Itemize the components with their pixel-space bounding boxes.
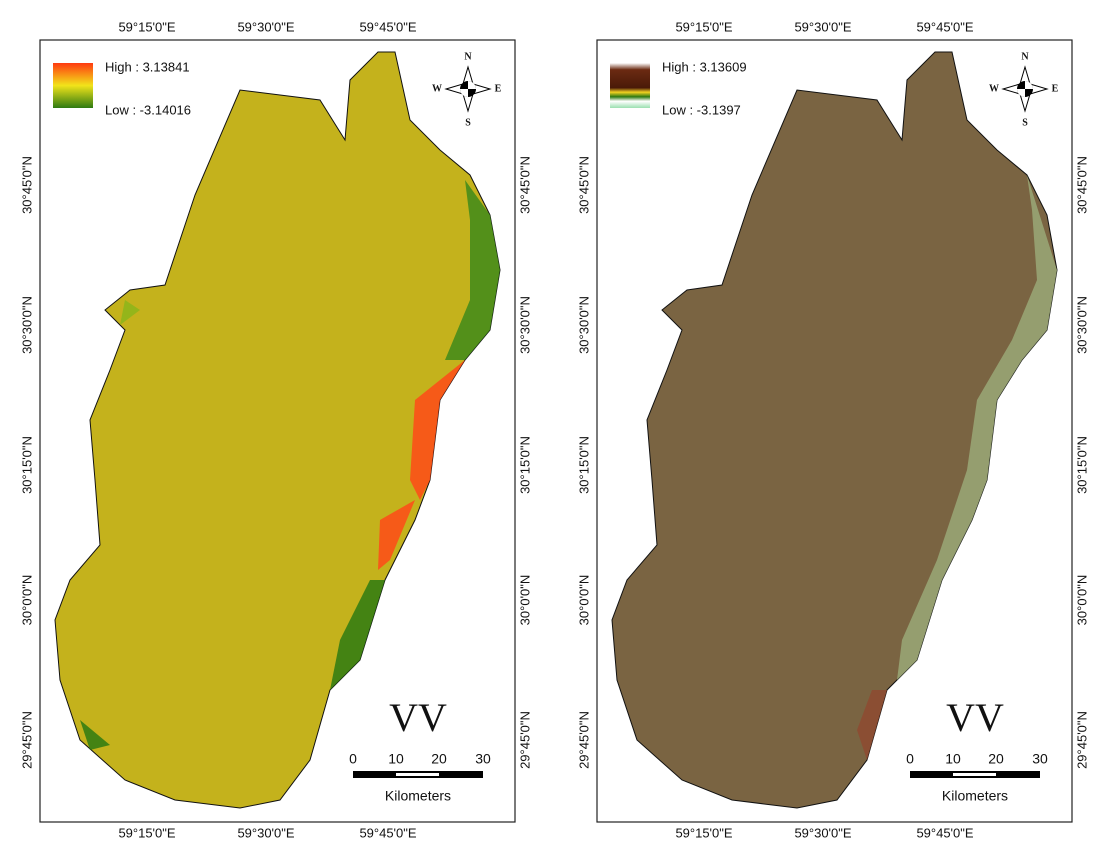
bottom-longitude: 59°15'0"E bbox=[118, 825, 175, 840]
bottom-longitude: 59°45'0"E bbox=[359, 825, 416, 840]
left-latitude: 30°30'0"N bbox=[576, 296, 591, 354]
map-panel: 59°15'0"E 59°30'0"E 59°45'0"E 59°15'0"E 59°3… bbox=[576, 19, 1089, 840]
scale-tick: 10 bbox=[945, 751, 961, 767]
left-latitude: 30°15'0"N bbox=[576, 436, 591, 494]
left-latitude: 29°45'0"N bbox=[19, 711, 34, 769]
right-latitude: 30°15'0"N bbox=[1074, 436, 1089, 494]
scale-unit: Kilometers bbox=[942, 788, 1008, 804]
compass-w: W bbox=[989, 83, 999, 94]
legend-high: High : 3.13841 bbox=[105, 59, 190, 74]
compass-n: N bbox=[464, 51, 472, 62]
left-latitude: 30°15'0"N bbox=[19, 436, 34, 494]
compass-n: N bbox=[1021, 51, 1029, 62]
top-longitude: 59°15'0"E bbox=[118, 19, 175, 34]
scale-tick: 20 bbox=[431, 751, 447, 767]
compass-e: E bbox=[495, 83, 502, 94]
right-latitude: 30°45'0"N bbox=[1074, 156, 1089, 214]
scale-bar-white bbox=[396, 773, 439, 776]
right-latitude: 30°0'0"N bbox=[1074, 575, 1089, 626]
right-latitude: 30°45'0"N bbox=[517, 156, 532, 214]
scale-tick: 30 bbox=[475, 751, 491, 767]
band-label: VV bbox=[946, 695, 1004, 740]
left-latitude: 30°45'0"N bbox=[19, 156, 34, 214]
legend-ramp bbox=[610, 63, 650, 108]
map-panel: 59°15'0"E 59°30'0"E 59°45'0"E 59°15'0"E 59°3… bbox=[19, 19, 532, 840]
right-latitude: 30°30'0"N bbox=[1074, 296, 1089, 354]
left-latitude: 30°45'0"N bbox=[576, 156, 591, 214]
scale-unit: Kilometers bbox=[385, 788, 451, 804]
top-longitude: 59°30'0"E bbox=[237, 19, 294, 34]
right-latitude: 30°30'0"N bbox=[517, 296, 532, 354]
scale-tick: 0 bbox=[906, 751, 914, 767]
right-latitude: 29°45'0"N bbox=[1074, 711, 1089, 769]
left-latitude: 30°30'0"N bbox=[19, 296, 34, 354]
scale-tick: 30 bbox=[1032, 751, 1048, 767]
top-longitude: 59°15'0"E bbox=[675, 19, 732, 34]
scale-tick: 20 bbox=[988, 751, 1004, 767]
left-latitude: 30°0'0"N bbox=[576, 575, 591, 626]
compass-w: W bbox=[432, 83, 442, 94]
top-longitude: 59°30'0"E bbox=[794, 19, 851, 34]
legend-high: High : 3.13609 bbox=[662, 59, 747, 74]
right-latitude: 29°45'0"N bbox=[517, 711, 532, 769]
compass-s: S bbox=[1022, 117, 1028, 128]
compass-e: E bbox=[1052, 83, 1059, 94]
left-latitude: 30°0'0"N bbox=[19, 575, 34, 626]
right-latitude: 30°15'0"N bbox=[517, 436, 532, 494]
legend-ramp bbox=[53, 63, 93, 108]
legend-low: Low : -3.1397 bbox=[662, 102, 741, 117]
compass-s: S bbox=[465, 117, 471, 128]
legend-low: Low : -3.14016 bbox=[105, 102, 191, 117]
scale-tick: 10 bbox=[388, 751, 404, 767]
top-longitude: 59°45'0"E bbox=[359, 19, 416, 34]
bottom-longitude: 59°45'0"E bbox=[916, 825, 973, 840]
scale-tick: 0 bbox=[349, 751, 357, 767]
bottom-longitude: 59°15'0"E bbox=[675, 825, 732, 840]
figure: 59°15'0"E 59°30'0"E 59°45'0"E 59°15'0"E 59°3… bbox=[0, 0, 1093, 845]
top-longitude: 59°45'0"E bbox=[916, 19, 973, 34]
bottom-longitude: 59°30'0"E bbox=[237, 825, 294, 840]
bottom-longitude: 59°30'0"E bbox=[794, 825, 851, 840]
left-latitude: 29°45'0"N bbox=[576, 711, 591, 769]
right-latitude: 30°0'0"N bbox=[517, 575, 532, 626]
scale-bar-white bbox=[953, 773, 996, 776]
band-label: VV bbox=[389, 695, 447, 740]
